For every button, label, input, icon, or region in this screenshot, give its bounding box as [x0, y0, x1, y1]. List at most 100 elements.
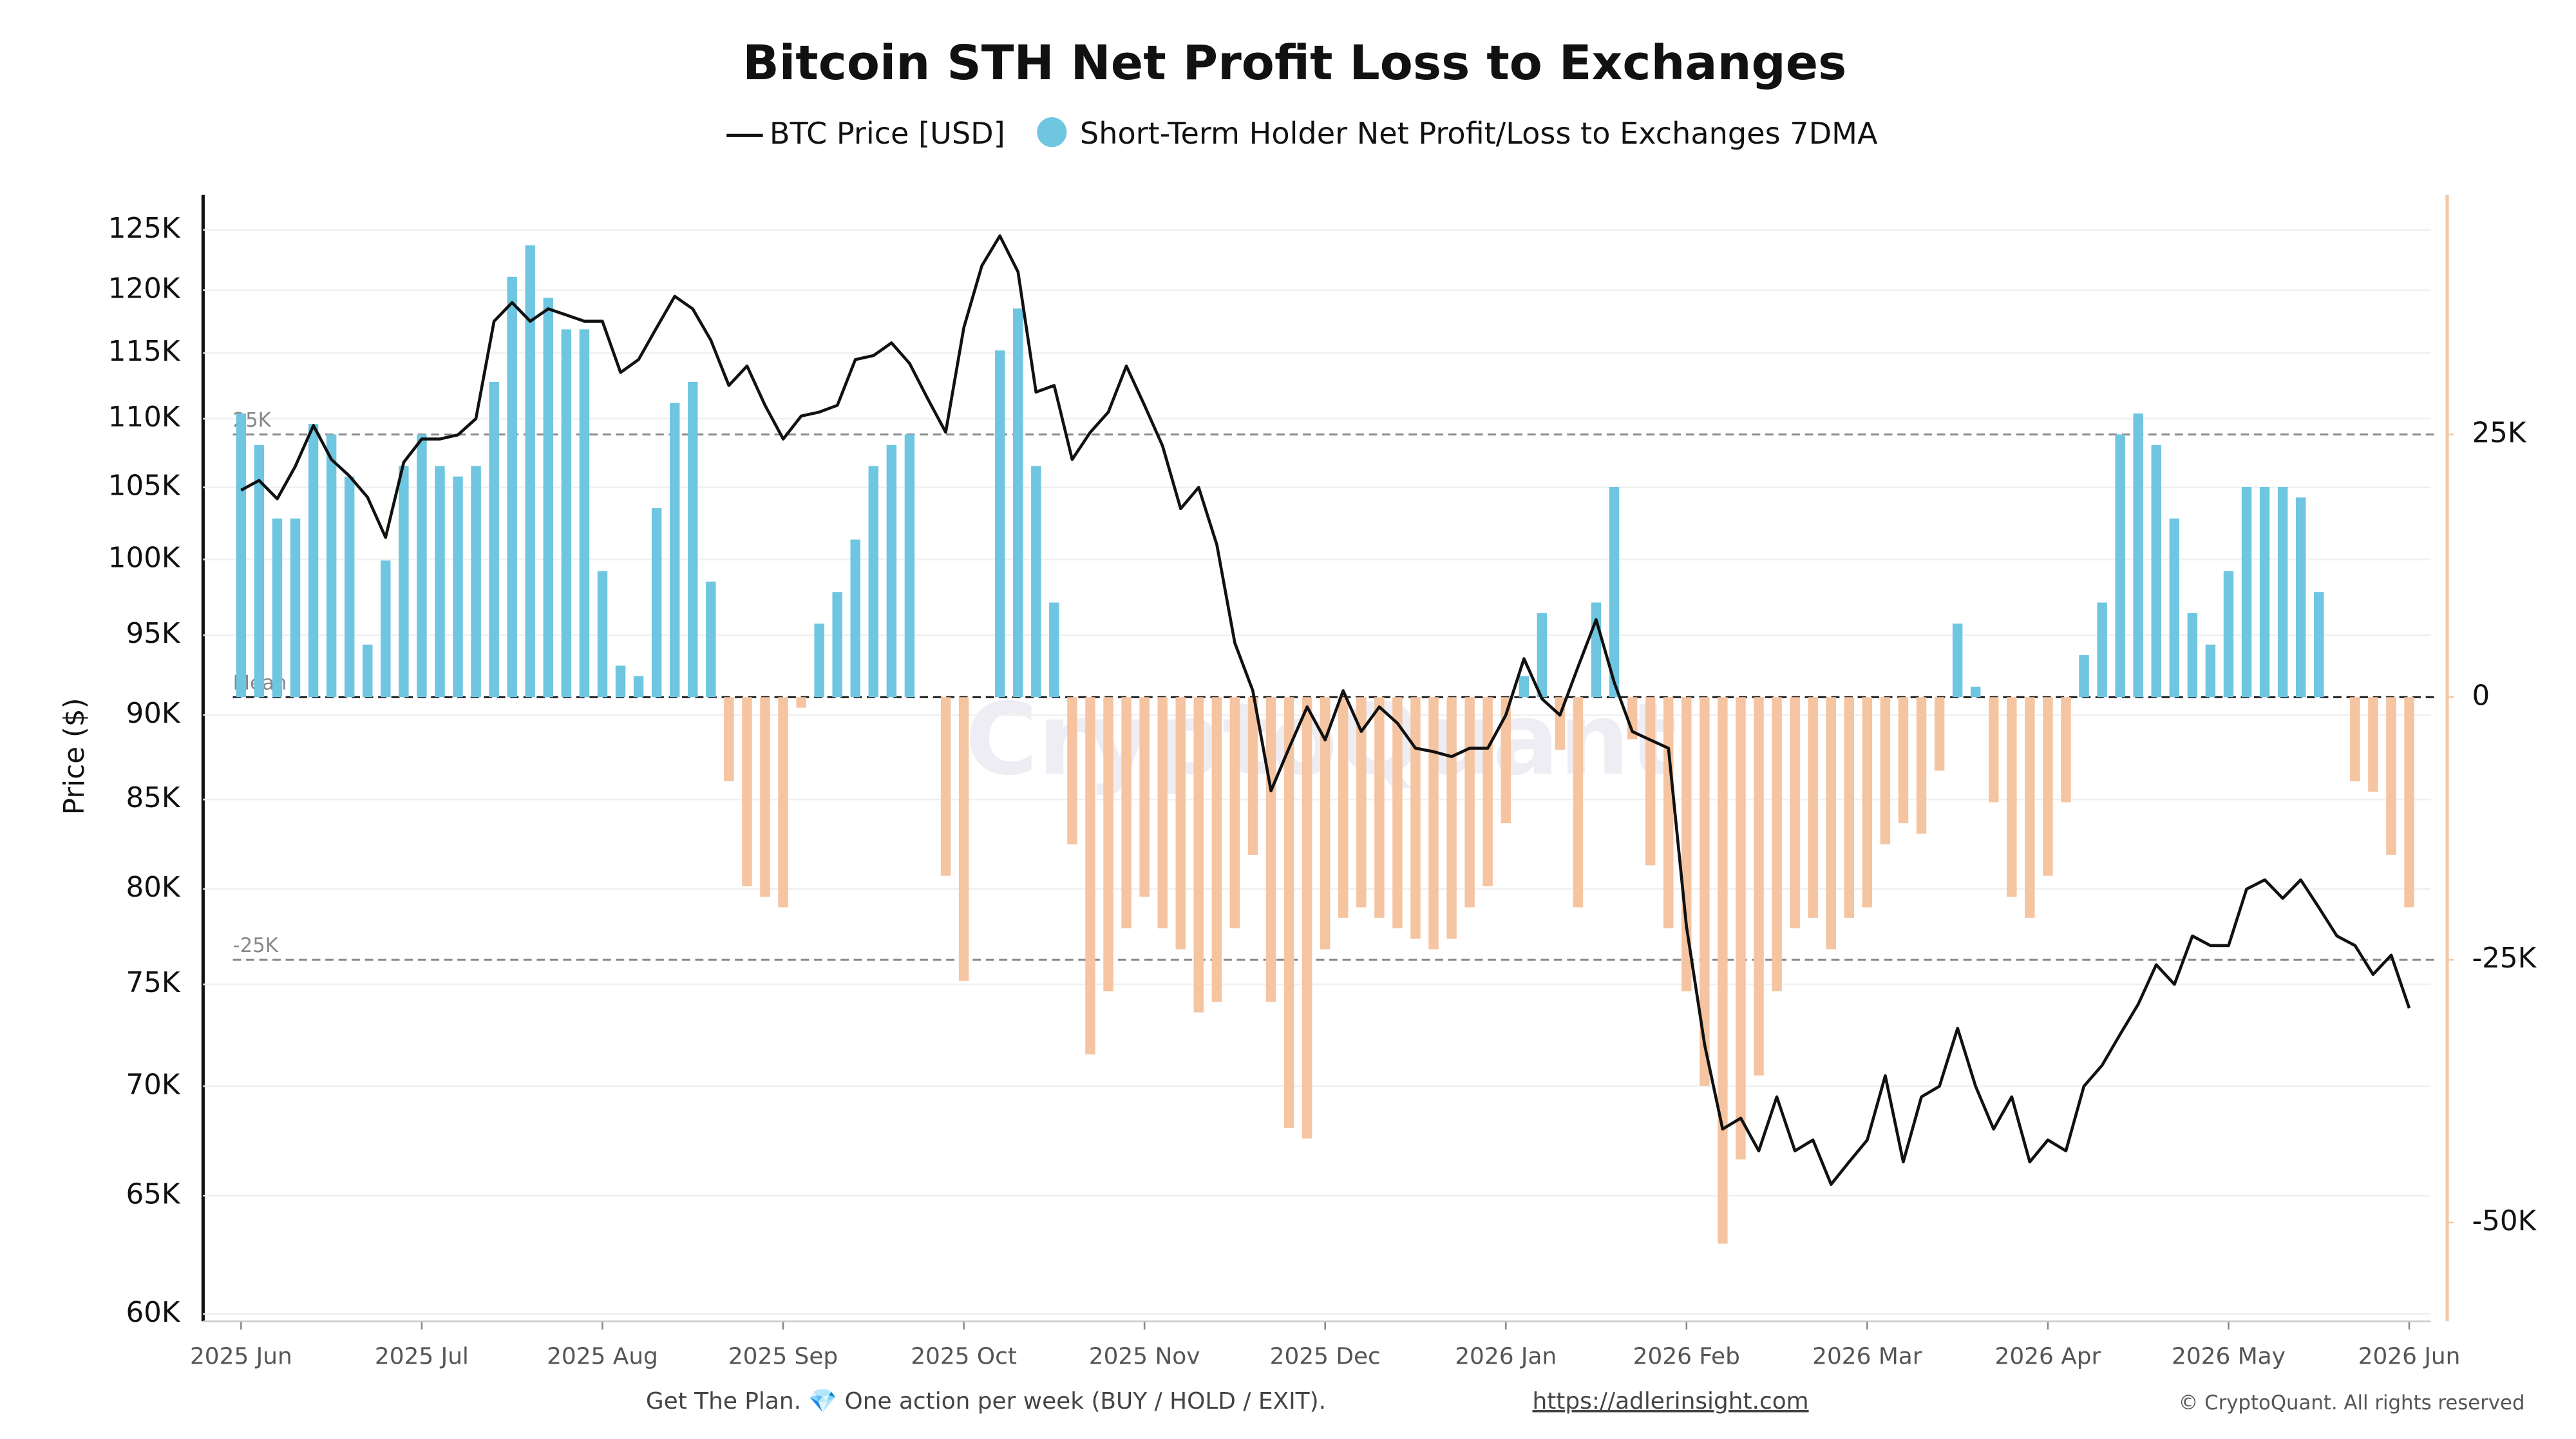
y-tick-label: 115K	[108, 336, 181, 368]
bar	[940, 697, 951, 876]
y-tick-label: 120K	[108, 273, 181, 305]
footer-text: Get The Plan. 💎 One action per week (BUY…	[646, 1388, 1326, 1415]
bar	[2133, 413, 2143, 698]
bar	[1139, 697, 1150, 897]
bar	[1754, 697, 1764, 1076]
bar	[1537, 613, 1548, 698]
bar	[1356, 697, 1367, 908]
x-tick-label: 2025 Sep	[728, 1344, 838, 1370]
legend: BTC Price [USD] Short-Term Holder Net Pro…	[726, 116, 1878, 151]
bar	[1320, 697, 1331, 949]
bar	[1085, 697, 1095, 1054]
bar	[1681, 697, 1692, 992]
bar	[814, 624, 824, 698]
bar	[1482, 697, 1493, 886]
x-tick-label: 2026 Feb	[1633, 1344, 1740, 1370]
x-tick-label: 2026 Jan	[1455, 1344, 1557, 1370]
y-tick-label: 110K	[108, 401, 181, 434]
bar	[399, 466, 409, 698]
bar	[1446, 697, 1457, 939]
bar	[254, 444, 265, 698]
bar	[1103, 697, 1113, 992]
bar	[1211, 697, 1222, 1002]
bar	[651, 508, 662, 698]
bar	[994, 350, 1005, 698]
y-tick-label: 70K	[126, 1069, 180, 1101]
bar	[2241, 487, 2252, 698]
bar	[615, 665, 626, 698]
bar	[471, 466, 481, 698]
bar	[1067, 697, 1077, 844]
bar	[1013, 308, 1023, 698]
bar	[308, 424, 319, 698]
bar	[2187, 613, 2198, 698]
bar	[1573, 697, 1584, 908]
y2-tick-label: 25K	[2472, 417, 2526, 449]
bar	[1898, 697, 1909, 824]
bar	[742, 697, 752, 886]
bar	[1772, 697, 1782, 992]
bar	[706, 581, 716, 698]
bar	[1229, 697, 1240, 929]
bar	[1049, 602, 1059, 698]
bar	[1410, 697, 1421, 939]
bar	[2115, 434, 2125, 698]
bar	[2007, 697, 2017, 897]
y2-tick-label: -25K	[2472, 942, 2537, 975]
bar	[1663, 697, 1674, 929]
x-tick-label: 2025 Dec	[1270, 1344, 1381, 1370]
bar	[2295, 497, 2306, 698]
bar	[1265, 697, 1276, 1002]
bar	[1970, 686, 1981, 698]
bar	[1718, 697, 1728, 1244]
bar	[579, 329, 590, 698]
y-tick-label: 75K	[126, 967, 180, 999]
x-tick-label: 2026 Mar	[1812, 1344, 1922, 1370]
bar	[1934, 697, 1945, 771]
x-tick-label: 2026 May	[2172, 1344, 2286, 1370]
bar	[904, 434, 915, 698]
x-tick-label: 2026 Apr	[1995, 1344, 2101, 1370]
bar	[1428, 697, 1439, 949]
bar	[669, 403, 680, 698]
bar	[1247, 697, 1258, 855]
bar	[272, 518, 283, 698]
y-tick-label: 105K	[108, 470, 181, 502]
bar	[1862, 697, 1873, 908]
chart-title: Bitcoin STH Net Profit Loss to Exchanges	[743, 35, 1846, 91]
bar	[958, 697, 969, 981]
bar	[796, 697, 806, 708]
bar	[832, 592, 842, 698]
bar	[688, 381, 698, 698]
bar	[326, 434, 337, 698]
x-tick-label: 2025 Aug	[547, 1344, 658, 1370]
x-tick-label: 2025 Oct	[911, 1344, 1017, 1370]
bar	[2205, 644, 2216, 698]
bar	[290, 518, 301, 698]
reference-label: -25K	[233, 934, 279, 957]
bar	[453, 476, 463, 698]
y2-tick-label: -50K	[2472, 1205, 2537, 1237]
bar	[868, 466, 879, 698]
bar	[1338, 697, 1349, 918]
copyright: © CryptoQuant. All rights reserved	[2179, 1391, 2525, 1415]
bar	[597, 571, 608, 698]
y-tick-label: 100K	[108, 542, 181, 575]
bar	[1392, 697, 1403, 929]
bar	[1157, 697, 1168, 929]
bar	[778, 697, 788, 908]
bar	[1121, 697, 1132, 929]
bar	[525, 245, 535, 698]
bar	[1501, 697, 1511, 824]
bar	[1952, 624, 1963, 698]
bar	[1031, 466, 1041, 698]
x-tick-label: 2025 Jul	[375, 1344, 469, 1370]
bar	[1519, 676, 1530, 698]
bar	[435, 466, 445, 698]
price-line	[240, 234, 2411, 1186]
footer-link[interactable]: https://adlerinsight.com	[1532, 1388, 1808, 1415]
bar	[1464, 697, 1475, 908]
y-axis-label: Price ($)	[59, 698, 91, 815]
legend-swatch	[1037, 117, 1067, 148]
